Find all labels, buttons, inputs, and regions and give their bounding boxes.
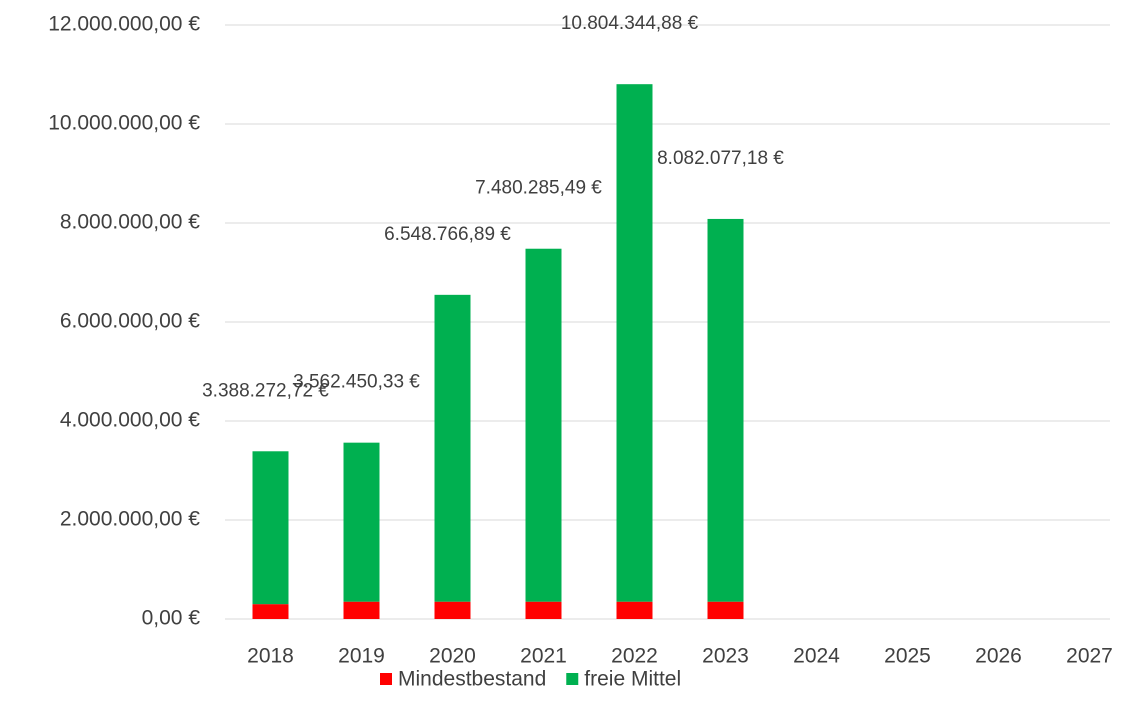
x-tick-label: 2025 bbox=[884, 645, 931, 668]
bar-segment bbox=[343, 442, 380, 602]
total-label: 3.562.450,33 € bbox=[293, 372, 420, 393]
legend-label: Mindestbestand bbox=[398, 668, 546, 691]
bar-segment bbox=[252, 604, 289, 619]
y-tick-label: 2.000.000,00 € bbox=[60, 508, 200, 531]
total-label: 10.804.344,88 € bbox=[561, 13, 699, 34]
y-tick-label: 0,00 € bbox=[142, 607, 201, 630]
total-label: 8.082.077,18 € bbox=[657, 148, 784, 169]
bar-segment bbox=[252, 451, 289, 605]
total-label: 6.548.766,89 € bbox=[384, 224, 511, 245]
x-tick-label: 2023 bbox=[702, 645, 749, 668]
bar-segment bbox=[707, 601, 744, 619]
bar-segment bbox=[616, 601, 653, 619]
x-tick-label: 2021 bbox=[520, 645, 567, 668]
bar-segment bbox=[343, 601, 380, 619]
bar-segment bbox=[707, 218, 744, 602]
bar-segment bbox=[616, 84, 653, 602]
x-tick-label: 2027 bbox=[1066, 645, 1113, 668]
legend-label: freie Mittel bbox=[584, 668, 681, 691]
x-tick-label: 2026 bbox=[975, 645, 1022, 668]
x-tick-label: 2022 bbox=[611, 645, 658, 668]
y-tick-label: 4.000.000,00 € bbox=[60, 409, 200, 432]
x-tick-label: 2020 bbox=[429, 645, 476, 668]
bar-segment bbox=[525, 248, 562, 602]
legend-swatch bbox=[380, 673, 392, 685]
x-tick-label: 2024 bbox=[793, 645, 840, 668]
total-label: 3.388.272,72 € bbox=[202, 380, 329, 401]
y-tick-label: 12.000.000,00 € bbox=[48, 13, 200, 36]
bar-segment bbox=[434, 294, 471, 602]
legend-swatch bbox=[566, 673, 579, 685]
x-tick-label: 2018 bbox=[247, 645, 294, 668]
y-tick-label: 8.000.000,00 € bbox=[60, 211, 200, 234]
y-tick-label: 10.000.000,00 € bbox=[48, 112, 200, 135]
y-tick-label: 6.000.000,00 € bbox=[60, 310, 200, 333]
x-tick-label: 2019 bbox=[338, 645, 385, 668]
bar-segment bbox=[434, 601, 471, 619]
bar-segment bbox=[525, 601, 562, 619]
total-label: 7.480.285,49 € bbox=[475, 178, 602, 199]
